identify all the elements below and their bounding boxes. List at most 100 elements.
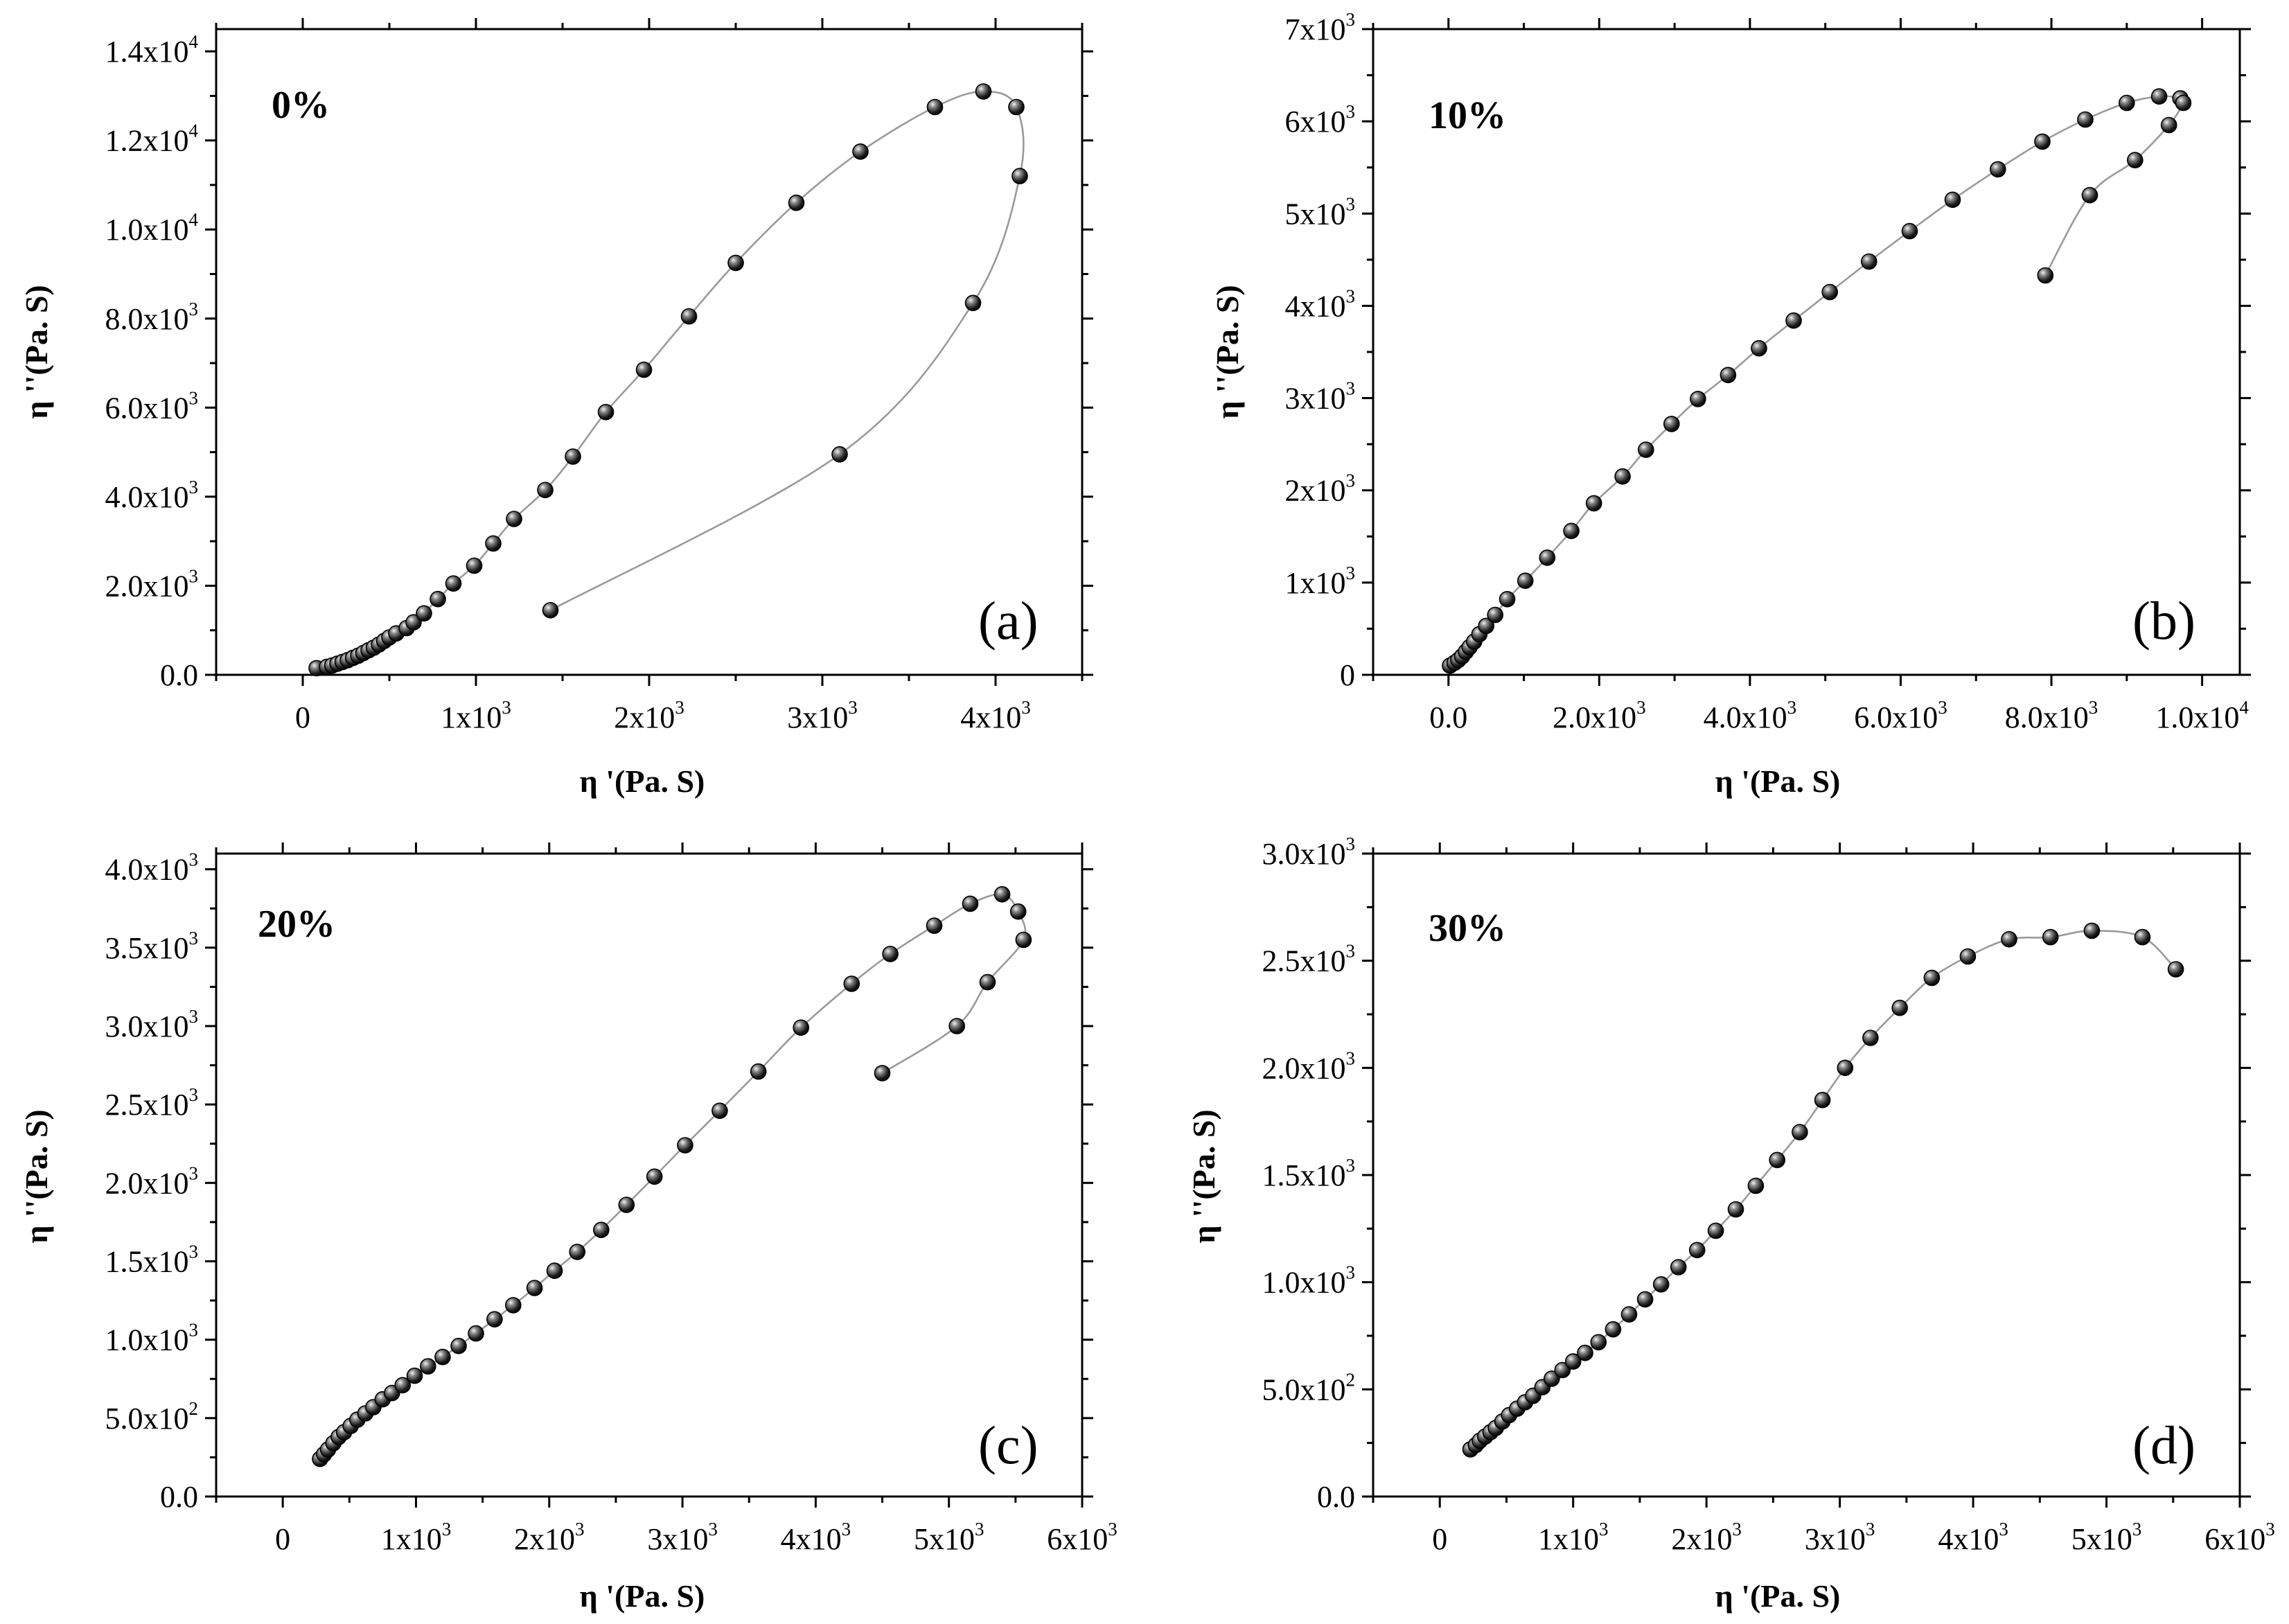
y-tick-label: 3.5x103	[105, 928, 199, 965]
x-tick-label-exponent: 3	[1866, 1519, 1875, 1539]
data-point	[1670, 1259, 1687, 1276]
x-tick-label-base: 0	[275, 1522, 290, 1556]
y-tick-label-base: 2.0x10	[105, 569, 189, 603]
data-point	[526, 1280, 543, 1296]
x-axis-title: η '(Pa. S)	[1715, 764, 1841, 799]
data-point	[466, 557, 483, 574]
y-tick-label-exponent: 3	[189, 1163, 199, 1183]
y-tick-label-base: 4x10	[1285, 289, 1346, 323]
data-point	[1688, 1242, 1706, 1259]
data-point	[1727, 1201, 1744, 1218]
data-point	[1563, 522, 1580, 540]
data-point	[406, 1367, 423, 1384]
data-point	[993, 886, 1011, 903]
y-tick-label-exponent: 3	[1346, 193, 1356, 214]
y-tick-label-exponent: 3	[1346, 101, 1356, 122]
y-tick-label-exponent: 2	[189, 1398, 199, 1419]
y-tick-label-base: 1.5x10	[105, 1244, 189, 1278]
y-tick-label: 7x103	[1285, 9, 1356, 46]
y-tick-label: 5.0x102	[1262, 1369, 1356, 1406]
data-point	[1837, 1059, 1854, 1077]
panel-letter: (a)	[978, 590, 1039, 651]
data-point	[1478, 617, 1494, 635]
x-tick-label-exponent: 3	[575, 1519, 585, 1539]
data-point	[537, 482, 554, 499]
y-tick-label-exponent: 3	[1346, 1155, 1356, 1176]
y-tick-label: 2.0x103	[1262, 1048, 1356, 1085]
y-tick-label: 1.5x103	[105, 1241, 199, 1278]
x-tick-label-exponent: 3	[1938, 697, 1947, 718]
y-axis-title: η ''(Pa. S)	[1210, 285, 1245, 419]
series-line	[316, 90, 1025, 669]
data-point	[2160, 116, 2177, 134]
data-point	[1590, 1334, 1607, 1351]
x-tick-label-exponent: 3	[2265, 1519, 2275, 1539]
y-tick-label-exponent: 3	[1346, 9, 1356, 30]
data-point	[2175, 94, 2192, 112]
data-point	[1944, 191, 1961, 209]
data-point	[975, 83, 992, 100]
series-line	[1469, 930, 2177, 1450]
x-tick-label-exponent: 3	[502, 697, 511, 718]
x-tick-label-base: 1x10	[381, 1522, 442, 1556]
x-tick-label: 4x103	[781, 1519, 851, 1556]
y-tick-label: 6.0x103	[105, 387, 199, 425]
x-tick-label-exponent: 3	[442, 1519, 452, 1539]
x-tick-label-base: 5x10	[2071, 1522, 2132, 1556]
y-tick-label-exponent: 3	[189, 1084, 199, 1105]
y-tick-label: 4.0x103	[105, 477, 199, 514]
x-tick-label-base: 6x10	[1047, 1522, 1108, 1556]
data-point	[1720, 367, 1737, 384]
y-tick-label-base: 1.0x10	[105, 1323, 189, 1357]
x-tick-label-exponent: 3	[1599, 1519, 1609, 1539]
x-tick-label-exponent: 3	[2132, 1519, 2142, 1539]
data-point	[2042, 928, 2059, 946]
y-tick-label-base: 1.5x10	[1262, 1158, 1346, 1192]
y-tick-label-base: 2.5x10	[105, 1088, 189, 1122]
y-tick-label-exponent: 3	[1346, 1048, 1356, 1068]
data-point	[1554, 1361, 1571, 1379]
y-tick-label-base: 0	[1340, 658, 1355, 692]
y-tick-label-base: 3x10	[1285, 382, 1346, 416]
data-point	[2134, 928, 2151, 946]
x-tick-label: 0	[295, 700, 310, 734]
y-tick-label: 2.0x103	[105, 565, 199, 603]
data-point	[1923, 969, 1941, 987]
x-tick-label-base: 4x10	[1938, 1522, 1999, 1556]
x-tick-label: 6.0x103	[1854, 697, 1947, 734]
y-tick-label-base: 7x10	[1285, 12, 1346, 46]
data-point	[485, 535, 502, 552]
x-tick-label-base: 0	[295, 700, 310, 734]
data-point	[1517, 572, 1534, 590]
x-tick-label-base: 2x10	[1671, 1522, 1732, 1556]
x-tick-label: 2x103	[514, 1519, 585, 1556]
data-point	[1577, 1344, 1593, 1361]
x-tick-label: 3x103	[787, 697, 858, 734]
data-point	[788, 194, 805, 211]
y-tick-label-exponent: 3	[1346, 378, 1356, 399]
x-tick-label: 4x103	[960, 697, 1031, 734]
data-point	[2001, 930, 2017, 948]
data-point	[635, 361, 653, 378]
y-axis-title: η ''(Pa. S)	[1186, 1109, 1221, 1244]
data-point	[1707, 1222, 1724, 1239]
data-point	[2037, 267, 2054, 284]
data-point	[434, 1348, 451, 1366]
data-point	[1636, 1291, 1654, 1308]
y-tick-label: 0.0	[160, 1480, 198, 1514]
y-tick-label-exponent: 3	[189, 387, 199, 408]
data-point	[1564, 1353, 1582, 1370]
data-point	[504, 1297, 522, 1314]
data-point	[618, 1197, 635, 1213]
x-tick-label: 4.0x103	[1704, 697, 1797, 734]
data-point	[1009, 903, 1027, 920]
y-tick-label-base: 3.0x10	[1262, 837, 1346, 871]
y-tick-label-base: 4.0x10	[105, 480, 189, 514]
x-tick-label-exponent: 3	[848, 697, 858, 718]
y-tick-label: 0.0	[1317, 1480, 1355, 1514]
x-tick-label: 0	[275, 1522, 290, 1556]
y-tick-label-base: 2x10	[1285, 474, 1346, 508]
data-point	[2167, 961, 2184, 978]
x-tick-label-base: 6.0x10	[1854, 700, 1938, 734]
